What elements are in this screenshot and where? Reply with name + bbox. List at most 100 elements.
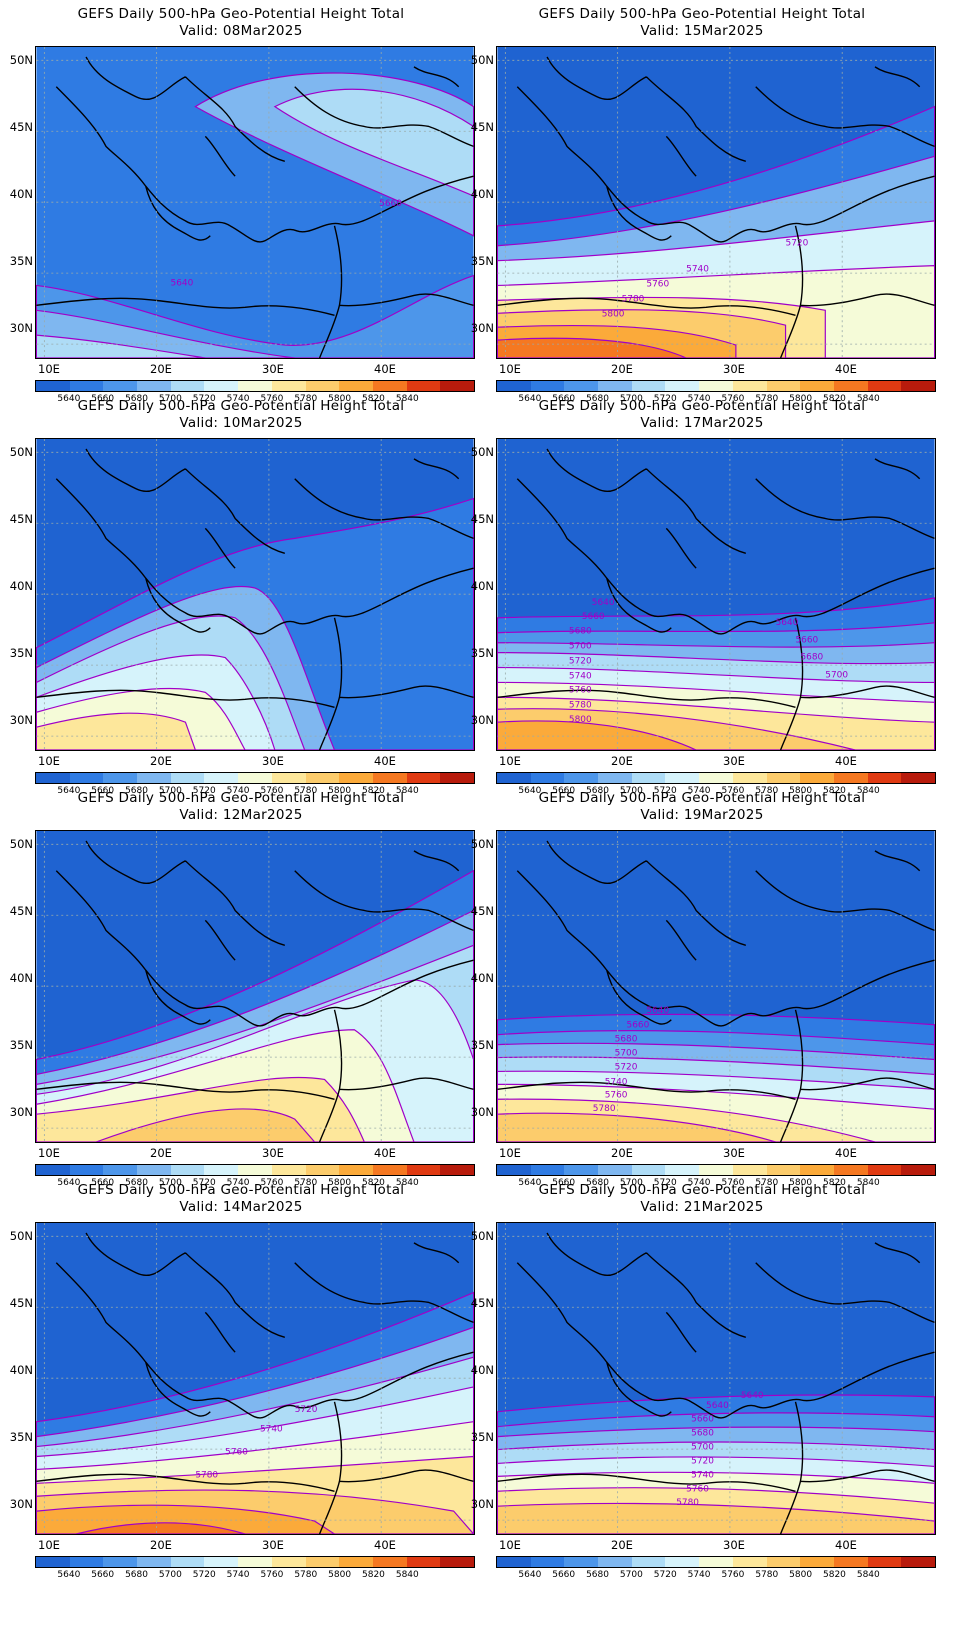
- contour-label: 5720: [786, 239, 809, 249]
- height-map: [35, 438, 475, 751]
- height-map: 5660 5640: [35, 46, 475, 359]
- panel-title: GEFS Daily 500-hPa Geo-Potential Height …: [77, 1182, 405, 1198]
- map-canvas: 5640 5660 5680 5700 5720 5740 5760 5780: [497, 831, 935, 1142]
- legend-label: 5820: [362, 394, 385, 404]
- legend-label: 5760: [721, 394, 745, 404]
- legend-swatch: [305, 1165, 340, 1175]
- legend-label: 5800: [789, 786, 813, 796]
- height-map: 5640 5660 5680 5700 5720 5740 5760 5780 5800 5640…: [496, 438, 936, 751]
- height-band: [36, 334, 206, 358]
- longitude-label: 30E: [723, 754, 745, 768]
- legend-swatch: [833, 1165, 868, 1175]
- latitude-label: 30N: [470, 1497, 494, 1511]
- longitude-label: 20E: [611, 1538, 633, 1552]
- height-map: 5640 5640 5660 5680 5700 5720 5740 5760 5780: [496, 1222, 936, 1535]
- longitude-label: 30E: [262, 1538, 284, 1552]
- longitude-label: 30E: [262, 754, 284, 768]
- longitude-label: 10E: [38, 1538, 60, 1552]
- legend-label: 5840: [856, 394, 880, 404]
- legend-label: 5840: [856, 786, 880, 796]
- latitude-label: 35N: [470, 1038, 494, 1052]
- contour-label: 5640: [171, 278, 194, 288]
- legend-swatch: [406, 1557, 441, 1567]
- legend-label: 5800: [328, 1178, 352, 1188]
- latitude-label: 40N: [470, 1363, 494, 1377]
- legend-swatch: [204, 773, 239, 783]
- latitude-label: 45N: [470, 120, 494, 134]
- contour-label: 5660: [582, 612, 605, 622]
- contour-label: 5800: [569, 715, 592, 725]
- latitude-label: 35N: [9, 1038, 33, 1052]
- coastline: [497, 56, 935, 358]
- legend-swatch: [665, 1557, 700, 1567]
- legend-label: 5740: [226, 786, 250, 796]
- legend-label: 5760: [721, 786, 745, 796]
- legend-label: 5760: [721, 1178, 745, 1188]
- contour-label: 5680: [691, 1429, 714, 1439]
- latitude-label: 40N: [9, 971, 33, 985]
- contour-label: 5780: [195, 1470, 218, 1480]
- contour-label: 5680: [800, 653, 823, 663]
- legend-swatch: [271, 1165, 306, 1175]
- legend-label: 5680: [125, 1178, 148, 1188]
- legend-swatch: [732, 1557, 767, 1567]
- legend-label: 5780: [755, 1178, 779, 1188]
- legend-swatch: [271, 1557, 306, 1567]
- latitude-label: 30N: [9, 1497, 33, 1511]
- contour-label: 5720: [615, 1062, 638, 1072]
- legend-label: 5800: [789, 1570, 813, 1580]
- contour-label: 5780: [569, 700, 592, 710]
- legend-label: 5640: [57, 1570, 81, 1580]
- legend-label: 5660: [552, 786, 576, 796]
- legend-swatch: [766, 1165, 801, 1175]
- longitude-label: 10E: [499, 1146, 521, 1160]
- contour-label: 5760: [686, 1484, 709, 1494]
- map-canvas: 5720 5740 5760 5780: [36, 1223, 474, 1534]
- map-canvas: 5660 5640: [36, 47, 474, 358]
- legend-label: 5640: [57, 394, 81, 404]
- longitude-label: 40E: [835, 1538, 857, 1552]
- legend-swatch: [833, 381, 868, 391]
- contour-label: 5800: [602, 309, 625, 319]
- contour-label: 5700: [569, 642, 592, 652]
- contour-label: 5760: [225, 1448, 248, 1458]
- map-panel: GEFS Daily 500-hPa Geo-Potential Height …: [0, 784, 482, 1194]
- legend-swatch: [901, 1557, 935, 1567]
- legend-swatch: [800, 1165, 834, 1175]
- longitude-label: 30E: [723, 1538, 745, 1552]
- latitude-label: 30N: [9, 321, 33, 335]
- legend-label: 5840: [395, 786, 419, 796]
- legend-swatch: [406, 773, 441, 783]
- latitude-label: 45N: [9, 120, 33, 134]
- legend-swatch: [103, 1557, 138, 1567]
- legend-swatch: [36, 381, 70, 391]
- legend-label: 5820: [823, 1570, 846, 1580]
- legend-swatch: [204, 381, 239, 391]
- legend-swatch: [699, 1557, 733, 1567]
- legend-swatch: [440, 773, 474, 783]
- longitude-label: 20E: [611, 754, 633, 768]
- legend-swatch: [36, 1557, 70, 1567]
- map-panel: GEFS Daily 500-hPa Geo-Potential Height …: [461, 1176, 943, 1586]
- color-legend-bar: [35, 772, 475, 784]
- contour-label: 5720: [295, 1405, 318, 1415]
- latitude-label: 40N: [9, 1363, 33, 1377]
- legend-label: 5800: [328, 1570, 352, 1580]
- legend-label: 5720: [192, 786, 216, 796]
- legend-swatch: [69, 381, 104, 391]
- legend-label: 5700: [158, 394, 182, 404]
- longitude-label: 40E: [835, 1146, 857, 1160]
- legend-label: 5720: [192, 1178, 216, 1188]
- contour-label: 5760: [646, 279, 669, 289]
- contour-label: 5680: [615, 1035, 638, 1045]
- legend-label: 5680: [586, 1570, 609, 1580]
- legend-swatch: [800, 773, 834, 783]
- legend-swatch: [598, 1557, 632, 1567]
- legend-label: 5660: [91, 1570, 115, 1580]
- legend-label: 5760: [260, 786, 284, 796]
- longitude-label: 40E: [374, 754, 396, 768]
- longitude-label: 30E: [262, 362, 284, 376]
- contour-label: 5640: [592, 598, 615, 608]
- map-panel: GEFS Daily 500-hPa Geo-Potential Height …: [0, 0, 482, 410]
